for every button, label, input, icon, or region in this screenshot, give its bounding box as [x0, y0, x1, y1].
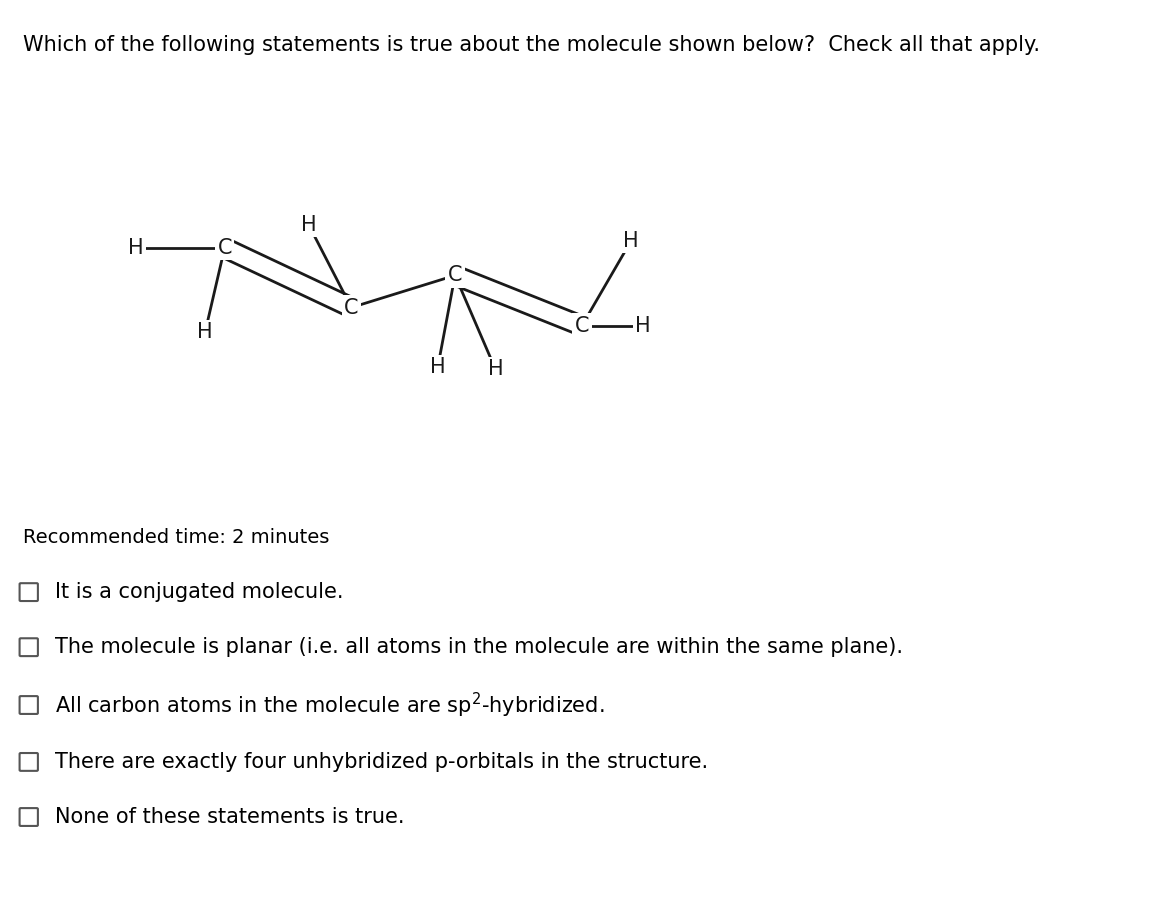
- Text: C: C: [575, 316, 589, 336]
- Text: H: H: [487, 359, 503, 379]
- Text: The molecule is planar (i.e. all atoms in the molecule are within the same plane: The molecule is planar (i.e. all atoms i…: [55, 637, 903, 657]
- Text: Which of the following statements is true about the molecule shown below?  Check: Which of the following statements is tru…: [23, 35, 1040, 55]
- Text: H: H: [197, 322, 213, 342]
- Text: H: H: [128, 238, 144, 258]
- Text: C: C: [448, 265, 462, 285]
- Text: Recommended time: 2 minutes: Recommended time: 2 minutes: [23, 528, 329, 547]
- FancyBboxPatch shape: [20, 808, 38, 826]
- FancyBboxPatch shape: [20, 583, 38, 601]
- Text: It is a conjugated molecule.: It is a conjugated molecule.: [55, 582, 343, 602]
- Text: All carbon atoms in the molecule are sp$^2$-hybridized.: All carbon atoms in the molecule are sp$…: [55, 690, 605, 720]
- FancyBboxPatch shape: [20, 638, 38, 656]
- Text: C: C: [344, 297, 358, 318]
- Text: H: H: [623, 230, 639, 251]
- FancyBboxPatch shape: [20, 696, 38, 714]
- Text: There are exactly four unhybridized p-orbitals in the structure.: There are exactly four unhybridized p-or…: [55, 752, 708, 772]
- Text: H: H: [430, 357, 446, 377]
- Text: H: H: [301, 215, 317, 235]
- Text: None of these statements is true.: None of these statements is true.: [55, 807, 404, 827]
- Text: C: C: [218, 238, 232, 258]
- Text: H: H: [635, 316, 651, 336]
- FancyBboxPatch shape: [20, 753, 38, 771]
